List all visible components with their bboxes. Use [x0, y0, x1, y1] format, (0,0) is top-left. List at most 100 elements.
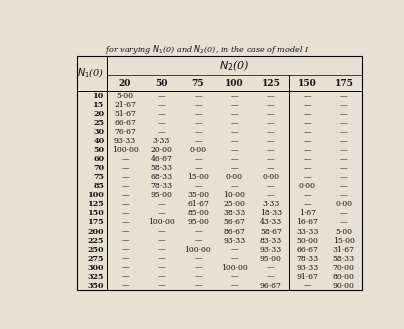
Text: —: — — [121, 155, 129, 163]
Text: —: — — [303, 191, 311, 199]
Text: 93·33: 93·33 — [296, 264, 318, 272]
Text: 20: 20 — [119, 79, 131, 88]
Text: —: — — [158, 92, 165, 100]
Text: $N_1$(0): $N_1$(0) — [77, 67, 104, 81]
Text: —: — — [340, 110, 347, 118]
Text: —: — — [231, 101, 238, 109]
Text: —: — — [158, 273, 165, 281]
Text: —: — — [194, 155, 202, 163]
Text: 93·33: 93·33 — [114, 137, 136, 145]
Text: 43·33: 43·33 — [260, 218, 282, 226]
Text: —: — — [194, 164, 202, 172]
Text: —: — — [121, 182, 129, 190]
Text: —: — — [340, 119, 347, 127]
Text: 83·33: 83·33 — [260, 237, 282, 244]
Text: —: — — [231, 255, 238, 263]
Text: —: — — [340, 101, 347, 109]
Text: 58·33: 58·33 — [333, 255, 355, 263]
Text: 18·33: 18·33 — [260, 210, 282, 217]
Text: —: — — [121, 210, 129, 217]
Text: 3·33: 3·33 — [153, 137, 170, 145]
Text: —: — — [267, 164, 275, 172]
Text: —: — — [340, 164, 347, 172]
Text: —: — — [194, 137, 202, 145]
Text: 30: 30 — [93, 128, 104, 136]
Text: 15: 15 — [93, 101, 104, 109]
Text: 66·67: 66·67 — [297, 246, 318, 254]
Text: 95·00: 95·00 — [151, 191, 173, 199]
Text: —: — — [158, 264, 165, 272]
Text: 35·00: 35·00 — [187, 191, 209, 199]
Text: —: — — [303, 110, 311, 118]
Text: 25·00: 25·00 — [223, 200, 245, 208]
Text: —: — — [231, 119, 238, 127]
Text: 15·00: 15·00 — [333, 237, 355, 244]
Text: —: — — [267, 182, 275, 190]
Text: —: — — [267, 155, 275, 163]
Text: 40: 40 — [93, 137, 104, 145]
Text: 15·00: 15·00 — [187, 173, 209, 181]
Text: —: — — [121, 218, 129, 226]
Text: —: — — [267, 191, 275, 199]
Text: —: — — [121, 164, 129, 172]
Text: —: — — [121, 273, 129, 281]
Text: —: — — [340, 155, 347, 163]
Text: 1·67: 1·67 — [299, 210, 316, 217]
Text: 95·00: 95·00 — [260, 255, 282, 263]
Text: 10: 10 — [93, 92, 104, 100]
Text: —: — — [121, 173, 129, 181]
Text: —: — — [231, 128, 238, 136]
Text: 95·00: 95·00 — [187, 218, 209, 226]
Text: 58·67: 58·67 — [260, 228, 282, 236]
Text: —: — — [303, 146, 311, 154]
Text: —: — — [267, 146, 275, 154]
Text: 150: 150 — [298, 79, 317, 88]
Text: 78·33: 78·33 — [150, 182, 173, 190]
Text: —: — — [340, 182, 347, 190]
Text: —: — — [303, 92, 311, 100]
Text: 61·67: 61·67 — [187, 200, 209, 208]
Text: —: — — [267, 273, 275, 281]
Text: —: — — [158, 200, 165, 208]
Text: —: — — [267, 128, 275, 136]
Text: —: — — [121, 200, 129, 208]
Text: 90·00: 90·00 — [333, 282, 355, 290]
Text: 0·00: 0·00 — [335, 200, 352, 208]
Text: 78·33: 78·33 — [296, 255, 318, 263]
Text: —: — — [340, 128, 347, 136]
Text: 0·00: 0·00 — [263, 173, 280, 181]
Text: —: — — [121, 228, 129, 236]
Text: 60: 60 — [93, 155, 104, 163]
Text: 50·00: 50·00 — [297, 237, 318, 244]
Text: 125: 125 — [88, 200, 104, 208]
Text: 275: 275 — [88, 255, 104, 263]
Text: —: — — [267, 137, 275, 145]
Text: —: — — [267, 119, 275, 127]
Text: 91·67: 91·67 — [297, 273, 318, 281]
Text: 25: 25 — [93, 119, 104, 127]
Text: —: — — [194, 119, 202, 127]
Text: 3·33: 3·33 — [262, 200, 280, 208]
Text: —: — — [194, 255, 202, 263]
Text: 200: 200 — [88, 228, 104, 236]
Text: 31·67: 31·67 — [333, 246, 355, 254]
Text: 5·00: 5·00 — [117, 92, 134, 100]
Text: 46·67: 46·67 — [151, 155, 173, 163]
Text: 38·33: 38·33 — [223, 210, 246, 217]
Text: 70·00: 70·00 — [333, 264, 355, 272]
Text: —: — — [303, 200, 311, 208]
Text: —: — — [231, 146, 238, 154]
Text: —: — — [194, 282, 202, 290]
Text: —: — — [158, 246, 165, 254]
Text: —: — — [231, 92, 238, 100]
Text: 350: 350 — [88, 282, 104, 290]
Text: 10·00: 10·00 — [223, 191, 245, 199]
Text: —: — — [231, 273, 238, 281]
Text: 0·00: 0·00 — [226, 173, 243, 181]
Text: —: — — [303, 282, 311, 290]
Text: —: — — [158, 228, 165, 236]
Text: 80·00: 80·00 — [333, 273, 355, 281]
Text: —: — — [267, 92, 275, 100]
Text: 20: 20 — [93, 110, 104, 118]
Text: —: — — [340, 173, 347, 181]
